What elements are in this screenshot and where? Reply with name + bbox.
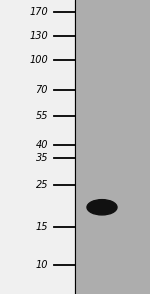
Bar [75, 0, 150, 294]
Text: 55: 55 [36, 111, 48, 121]
Text: 40: 40 [36, 140, 48, 150]
Text: 10: 10 [36, 260, 48, 270]
Text: 35: 35 [36, 153, 48, 163]
Text: 25: 25 [36, 180, 48, 190]
Text: 130: 130 [29, 31, 48, 41]
Text: 170: 170 [29, 7, 48, 17]
Ellipse shape [87, 200, 117, 215]
Text: 70: 70 [36, 85, 48, 95]
Text: 15: 15 [36, 222, 48, 232]
Text: 100: 100 [29, 55, 48, 65]
